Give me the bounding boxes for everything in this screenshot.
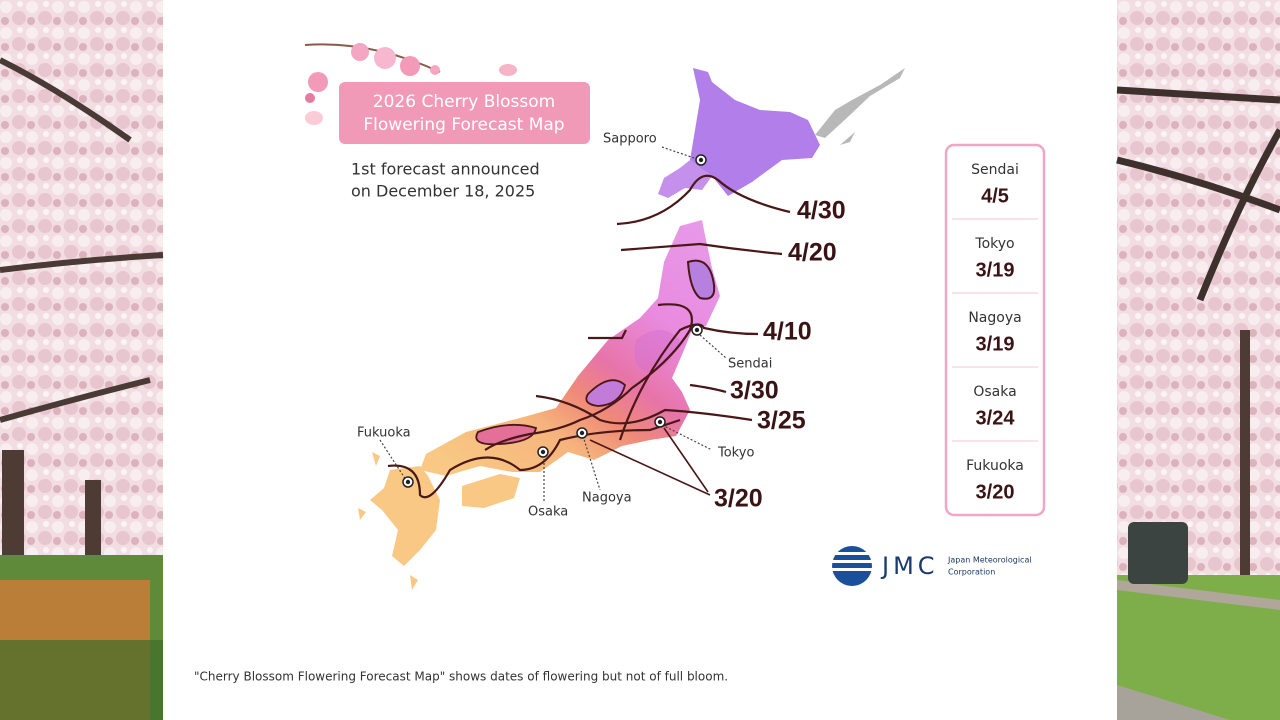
leaders [379, 146, 727, 502]
city-label: Sapporo [603, 132, 657, 147]
isoline-label: 4/20 [788, 239, 837, 267]
table-city: Sendai [971, 162, 1019, 178]
city-marker-dot [694, 327, 700, 333]
table-city: Fukuoka [966, 458, 1024, 474]
city-label: Nagoya [582, 491, 632, 506]
title: 2026 Cherry Blossom [373, 92, 555, 112]
table-date: 3/19 [976, 333, 1015, 355]
logo-name: Japan Meteorological [947, 556, 1032, 565]
right-photo [1116, 0, 1280, 720]
table-date: 3/20 [976, 481, 1015, 503]
table-city: Osaka [973, 384, 1016, 400]
isoline-label: 3/20 [714, 485, 763, 513]
table-date: 3/19 [976, 259, 1015, 281]
city-label: Osaka [528, 505, 568, 520]
isoline-label: 3/30 [730, 377, 779, 405]
city-label: Tokyo [717, 446, 754, 461]
city-marker-dot [405, 479, 411, 485]
table-city: Nagoya [968, 310, 1021, 326]
isoline-label: 4/30 [797, 197, 846, 225]
japan-map [358, 68, 905, 590]
table-city: Tokyo [974, 236, 1014, 252]
isoline-label: 4/10 [763, 318, 812, 346]
city-marker-dot [698, 157, 704, 163]
city-label: Fukuoka [357, 426, 411, 441]
table-date: 4/5 [981, 185, 1009, 207]
logo-name: Corporation [948, 568, 995, 577]
title-box [339, 82, 590, 144]
logo: JMC Japan Meteorological Corporation [830, 546, 1032, 586]
forecast-table: Sendai 4/5 Tokyo 3/19 Nagoya 3/19 Osaka 3/24 Fuk… [944, 143, 1046, 517]
left-photo [0, 0, 164, 720]
logo-mark: JMC [880, 552, 939, 580]
subtitle: 1st forecast announced [351, 160, 540, 179]
title: Flowering Forecast Map [363, 115, 564, 135]
flower-decoration [304, 43, 517, 125]
footnote: "Cherry Blossom Flowering Forecast Map" … [194, 670, 728, 684]
table-date: 3/24 [976, 407, 1016, 429]
isoline-label: 3/25 [757, 407, 806, 435]
city-label: Sendai [728, 357, 772, 372]
city-marker-dot [657, 419, 663, 425]
city-marker-dot [579, 430, 585, 436]
city-marker-dot [540, 449, 546, 455]
subtitle: on December 18, 2025 [351, 182, 535, 201]
